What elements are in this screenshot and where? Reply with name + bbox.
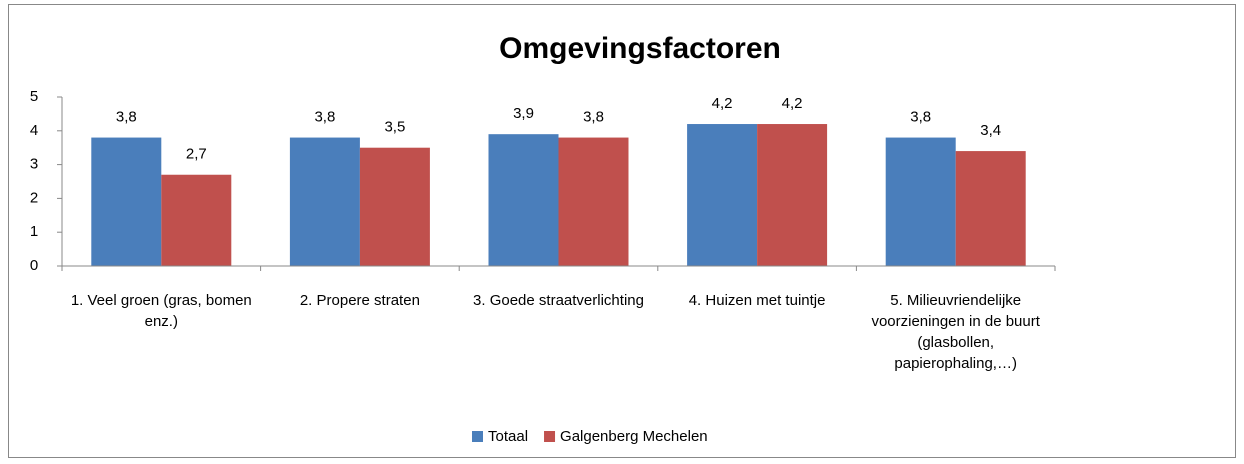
value-label: 3,4	[980, 122, 1001, 139]
value-label: 3,8	[910, 109, 931, 126]
value-label: 3,9	[513, 105, 534, 122]
value-label: 3,8	[116, 109, 137, 126]
bar	[558, 137, 629, 266]
x-tick-label: 3. Goede straatverlichting	[473, 292, 644, 309]
y-tick-label: 0	[30, 257, 38, 274]
value-label: 4,2	[712, 95, 733, 112]
value-label: 3,8	[314, 109, 335, 126]
y-tick-label: 5	[30, 88, 38, 105]
bar	[955, 151, 1026, 266]
value-label: 2,7	[186, 146, 207, 163]
legend-swatch	[544, 431, 556, 442]
bar	[687, 124, 758, 266]
x-tick-label: 2. Propere straten	[299, 292, 420, 309]
bar	[488, 134, 559, 266]
bar	[885, 137, 956, 266]
y-tick-label: 2	[30, 189, 38, 206]
bar	[91, 137, 162, 266]
value-label: 3,8	[583, 109, 604, 126]
y-tick-label: 4	[30, 122, 38, 139]
value-label: 3,5	[384, 119, 405, 136]
y-tick-label: 1	[30, 223, 38, 240]
legend-label: Galgenberg Mechelen	[560, 428, 708, 445]
y-tick-label: 3	[30, 156, 38, 173]
legend-swatch	[472, 431, 483, 442]
x-tick-label: 4. Huizen met tuintje	[688, 292, 826, 309]
legend-label: Totaal	[488, 428, 528, 445]
bar	[359, 147, 430, 266]
x-tick-label: 5. Milieuvriendelijke voorzieningen in d…	[871, 292, 1040, 372]
bar	[161, 174, 232, 266]
chart-title: Omgevingsfactoren	[499, 32, 781, 65]
bar	[289, 137, 360, 266]
bar	[757, 124, 828, 266]
x-tick-label: 1. Veel groen (gras, bomen enz.)	[70, 292, 252, 330]
value-label: 4,2	[782, 95, 803, 112]
